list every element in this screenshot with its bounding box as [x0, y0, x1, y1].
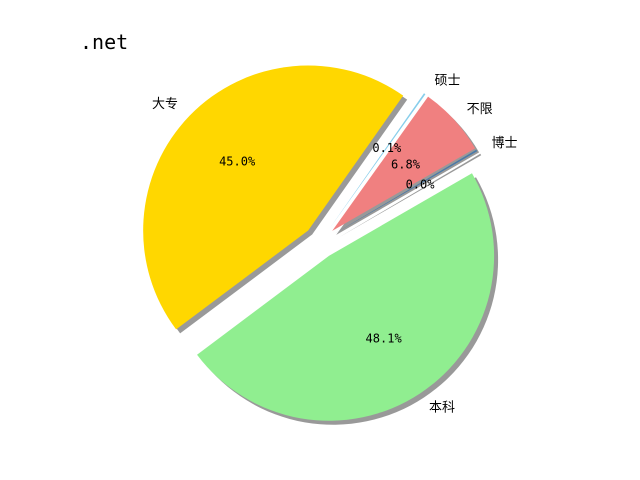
category-label-2: 不限 [467, 102, 493, 117]
category-label-3: 硕士 [435, 73, 461, 88]
pie-slices [143, 65, 495, 421]
slice-3 [329, 93, 426, 229]
percent-label-2: 6.8% [391, 157, 421, 171]
percent-label-1: 0.0% [406, 177, 436, 191]
percent-label-5: 48.1% [366, 331, 403, 345]
slice-shadow-1 [338, 153, 482, 238]
percent-label-4: 45.0% [219, 155, 256, 169]
percent-label-3: 0.1% [372, 141, 402, 155]
slice-4 [143, 65, 404, 330]
slice-5 [197, 173, 495, 421]
category-label-4: 大专 [152, 97, 178, 112]
category-label-5: 本科 [429, 400, 455, 415]
slice-2 [332, 96, 476, 231]
percent-labels: 0.0% 6.8% 0.1% 45.0% 48.1% [219, 141, 435, 346]
chart-title: .net [80, 30, 128, 54]
slice-1 [334, 149, 478, 234]
category-label-1: 博士 [491, 136, 517, 151]
